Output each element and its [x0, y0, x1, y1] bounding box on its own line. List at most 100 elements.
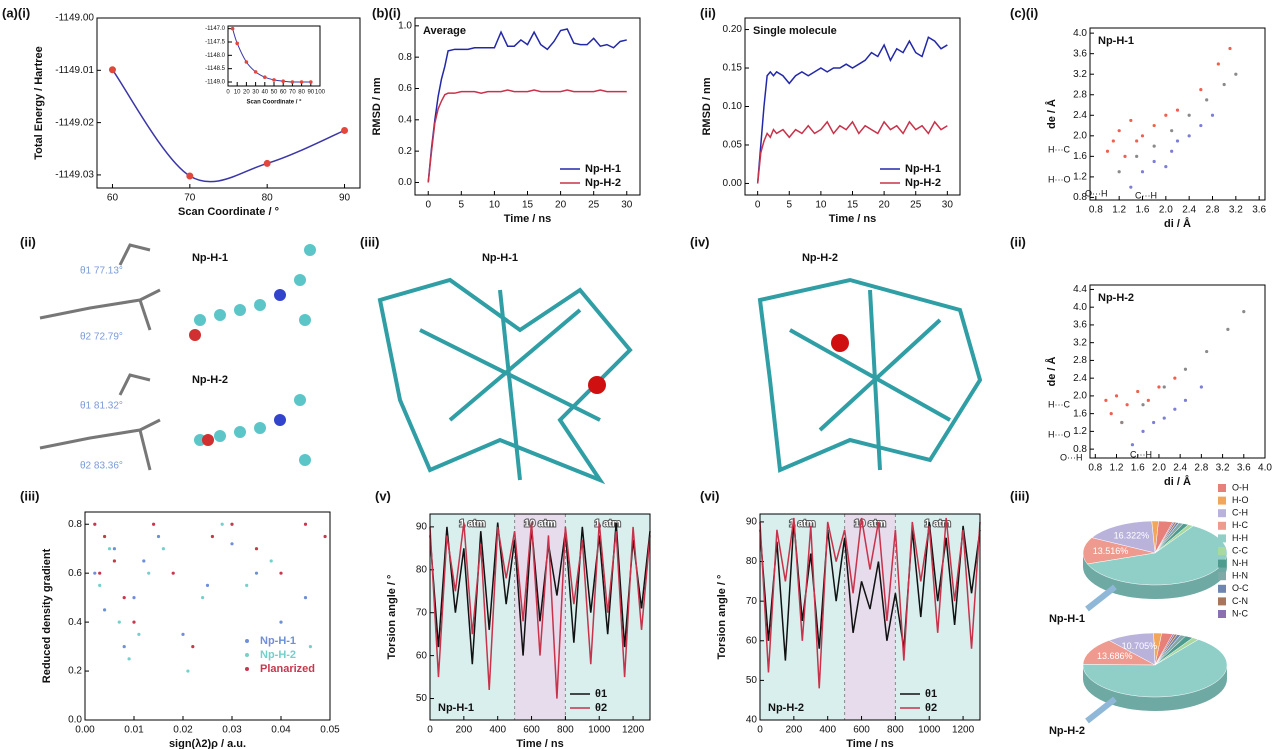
scatter-point [1152, 420, 1156, 425]
y-tick-label: 50 [746, 675, 758, 686]
y-tick-label: -1149.02 [55, 117, 94, 128]
scatter-point [1234, 72, 1238, 76]
legend-label: H-O [1232, 495, 1249, 505]
x-tick-label: 20 [879, 200, 891, 211]
x-tick-label: 1200 [952, 725, 975, 736]
x-tick-label: 2.8 [1206, 205, 1220, 216]
y-axis-label: de / Å [1045, 356, 1058, 386]
plot-area [93, 522, 327, 673]
data-point [341, 126, 349, 134]
scatter-point [210, 534, 214, 539]
y-tick-label: 70 [416, 607, 428, 618]
scatter-point [1162, 385, 1166, 389]
y-tick-label: 0.15 [723, 63, 743, 74]
x-tick-label: 25 [910, 200, 922, 211]
y-tick-label: 1.0 [398, 20, 412, 31]
legend-label: θ1 [925, 688, 937, 700]
data-point [186, 172, 194, 180]
y-tick-label: 1.2 [1073, 426, 1087, 437]
legend-label: O-H [1232, 482, 1249, 492]
y-axis-label: Reduced density gradient [41, 548, 53, 683]
scatter-point [1162, 416, 1166, 420]
y-axis-label: RMSD / nm [371, 77, 383, 135]
annotation: H···O [1048, 174, 1071, 184]
scatter-point [1117, 170, 1121, 174]
line-series [756, 36, 948, 184]
plot-area [756, 36, 948, 184]
legend-label: H-N [1232, 571, 1248, 581]
x-tick-label: 2.0 [1152, 463, 1166, 474]
torsion-label: θ2 72.79° [80, 332, 123, 343]
x-tick-label: 80 [262, 193, 274, 204]
x-tick-label: 10 [234, 90, 241, 96]
legend-label: N-H [1232, 558, 1248, 568]
scatter-point [1175, 108, 1180, 112]
legend-swatch [1218, 521, 1226, 530]
slice-label: 10.705% [1122, 641, 1158, 651]
y-tick-label: 0.2 [68, 666, 82, 677]
scatter-point [1173, 407, 1177, 411]
atoms [189, 244, 316, 466]
x-tick-label: 1000 [588, 725, 611, 736]
scatter-point [132, 620, 136, 624]
plot-frame [414, 17, 641, 196]
y-tick-label: -1149.00 [55, 13, 94, 24]
panel-label: (iv) [690, 234, 710, 249]
x-tick-label: 25 [588, 200, 600, 211]
md-cluster [377, 277, 983, 485]
plot-frame [227, 25, 321, 87]
scatter-point [1152, 159, 1156, 164]
plot-frame [96, 17, 361, 189]
y-tick-label: 0.6 [68, 568, 82, 579]
x-tick-label: 200 [786, 725, 803, 736]
legend-label: C-C [1232, 545, 1248, 555]
x-tick-label: 15 [522, 200, 534, 211]
y-tick-label: 4.0 [1073, 302, 1087, 313]
plot-area [1104, 310, 1246, 447]
scatter-point [1135, 154, 1139, 158]
pie-slice [1082, 639, 1228, 698]
x-tick-label: 4.0 [1258, 463, 1272, 474]
scatter-point [220, 522, 224, 526]
scatter-point [1152, 144, 1156, 148]
x-tick-label: 0.8 [1089, 205, 1103, 216]
x-tick-label: 0.03 [222, 725, 242, 736]
annotation: H···C [1048, 399, 1070, 409]
scatter-point [1222, 82, 1226, 87]
x-tick-label: 400 [489, 725, 506, 736]
scatter-point [1129, 185, 1133, 189]
data-point [253, 70, 258, 74]
panel-label: (ii) [700, 5, 716, 20]
data-point [290, 80, 295, 84]
scatter-point [1125, 403, 1129, 407]
legend-swatch [245, 638, 249, 643]
md-name: Np-H-2 [802, 252, 838, 264]
x-tick-label: 30 [942, 200, 954, 211]
x-tick-label: 0 [226, 90, 230, 96]
data-point [281, 79, 286, 83]
scatter-point [1136, 389, 1140, 394]
scatter-point [112, 559, 116, 563]
y-tick-label: 3.6 [1073, 320, 1087, 331]
x-tick-label: 800 [557, 725, 574, 736]
scatter-point [142, 559, 146, 563]
y-tick-label: 80 [746, 556, 758, 567]
torsion-label: θ2 83.36° [80, 461, 123, 472]
x-tick-label: 70 [289, 90, 296, 96]
scatter-point [1187, 134, 1191, 138]
structure-name: Np-H-1 [192, 252, 228, 264]
x-axis-label: Time / ns [846, 738, 893, 749]
pie-slice [1082, 640, 1156, 666]
y-tick-label: 4.4 [1073, 284, 1087, 295]
scatter-point [156, 534, 161, 539]
scatter-point [93, 571, 97, 575]
region [895, 514, 980, 720]
x-tick-label: 1.6 [1136, 205, 1150, 216]
scatter-point [279, 620, 283, 624]
y-tick-label: 1.6 [1073, 151, 1087, 162]
scatter-point [112, 547, 116, 551]
panel-label: (vi) [700, 488, 720, 503]
line-series [756, 120, 948, 184]
scatter-point [1183, 367, 1188, 371]
scatter-point [1205, 349, 1209, 354]
